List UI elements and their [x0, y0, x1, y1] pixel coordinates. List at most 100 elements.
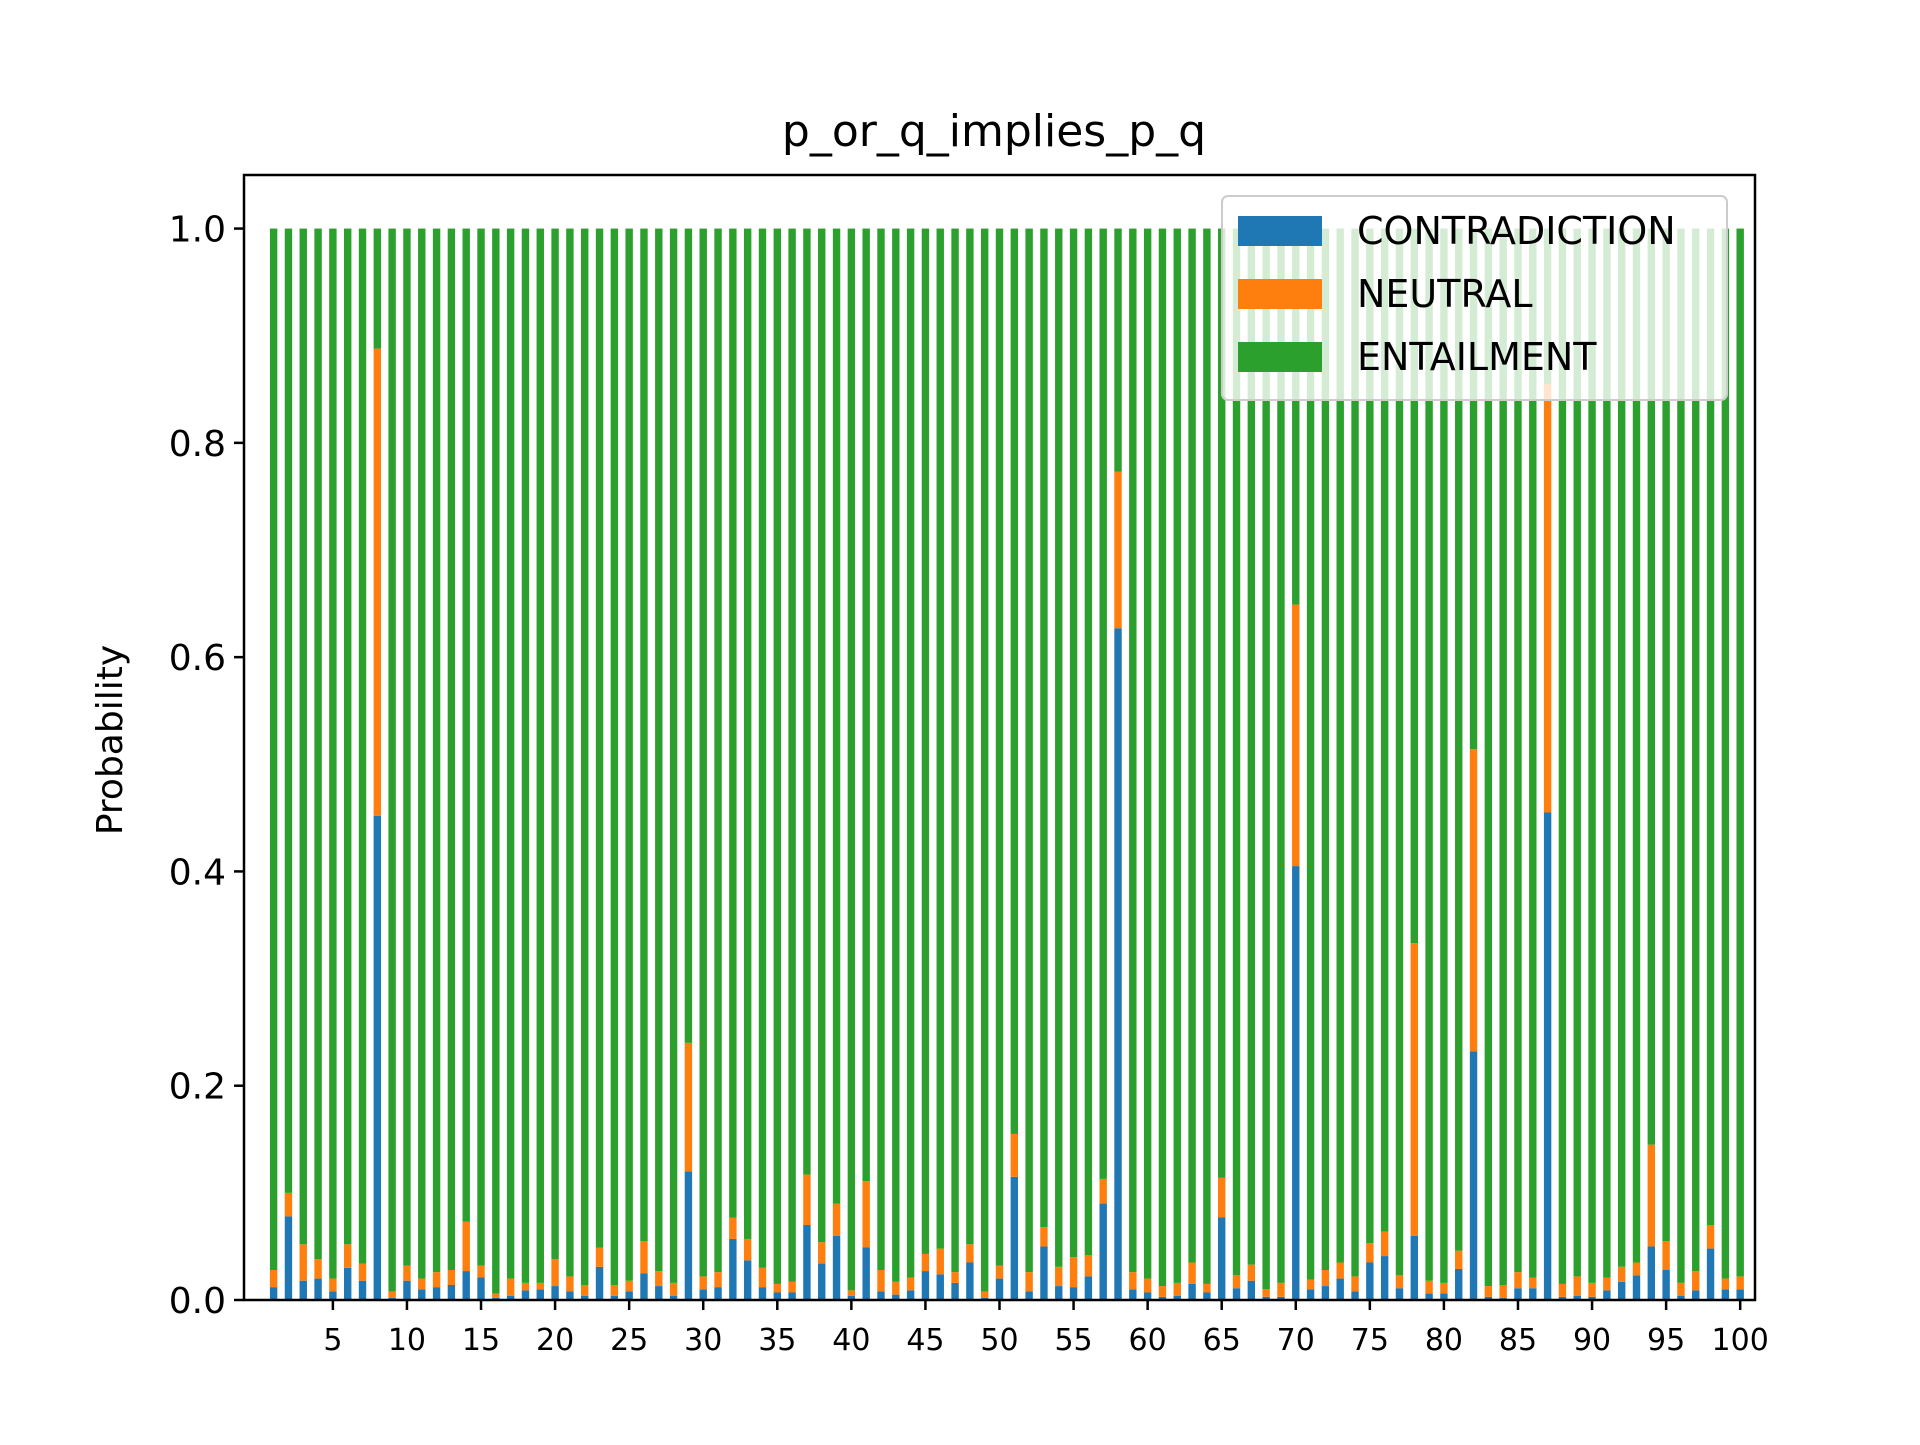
bar-entailment-35 [773, 228, 781, 1284]
bar-neutral-65 [1218, 1177, 1226, 1218]
bar-entailment-73 [1336, 228, 1344, 1263]
bar-neutral-97 [1692, 1271, 1700, 1291]
bar-entailment-97 [1692, 228, 1700, 1272]
bar-neutral-92 [1617, 1266, 1626, 1282]
bar-entailment-51 [1010, 228, 1019, 1134]
bar-contradiction-34 [758, 1287, 767, 1300]
bar-contradiction-20 [551, 1286, 559, 1300]
bar-contradiction-11 [418, 1289, 426, 1300]
bar-contradiction-8 [373, 815, 382, 1300]
bar-contradiction-56 [1084, 1276, 1093, 1300]
bar-entailment-37 [803, 228, 811, 1175]
bar-contradiction-97 [1692, 1290, 1700, 1300]
bar-contradiction-83 [1484, 1296, 1493, 1300]
bar-entailment-27 [655, 228, 663, 1272]
bar-neutral-17 [506, 1278, 515, 1296]
bar-entailment-67 [1247, 228, 1256, 1265]
x-tick-label-15: 80 [1425, 1323, 1463, 1358]
bar-entailment-30 [699, 228, 707, 1277]
bar-entailment-72 [1321, 228, 1330, 1270]
bar-contradiction-36 [788, 1292, 796, 1300]
bar-neutral-89 [1573, 1276, 1581, 1296]
bar-neutral-31 [714, 1272, 722, 1288]
bar-entailment-95 [1662, 228, 1670, 1242]
bar-neutral-60 [1143, 1278, 1152, 1293]
bar-entailment-96 [1677, 228, 1685, 1283]
bar-contradiction-26 [640, 1273, 648, 1300]
bar-entailment-99 [1721, 228, 1730, 1279]
bar-entailment-70 [1292, 228, 1300, 605]
bar-neutral-4 [314, 1259, 322, 1279]
bar-entailment-93 [1632, 228, 1641, 1263]
bar-neutral-83 [1484, 1286, 1493, 1297]
bar-neutral-5 [329, 1278, 337, 1292]
legend-swatch-neutral [1238, 279, 1322, 309]
bar-neutral-70 [1292, 604, 1300, 867]
bar-neutral-16 [492, 1293, 500, 1298]
bar-entailment-50 [995, 228, 1004, 1266]
bar-neutral-88 [1558, 1283, 1567, 1297]
bar-neutral-69 [1277, 1282, 1285, 1297]
bar-contradiction-24 [610, 1295, 619, 1300]
bar-contradiction-73 [1336, 1278, 1344, 1300]
x-tick-label-18: 95 [1647, 1323, 1685, 1358]
x-tick-label-5: 30 [684, 1323, 722, 1358]
bar-entailment-68 [1262, 228, 1270, 1290]
bar-entailment-85 [1514, 228, 1522, 1273]
bar-contradiction-88 [1558, 1296, 1567, 1300]
bar-neutral-15 [477, 1265, 485, 1278]
x-tick-label-4: 25 [610, 1323, 648, 1358]
bar-neutral-22 [581, 1285, 589, 1296]
bar-contradiction-33 [743, 1260, 752, 1300]
bar-contradiction-10 [403, 1280, 411, 1300]
bar-contradiction-98 [1706, 1248, 1715, 1300]
bar-contradiction-32 [729, 1238, 737, 1300]
bar-neutral-27 [655, 1271, 663, 1287]
bar-neutral-85 [1514, 1272, 1522, 1289]
bar-entailment-98 [1706, 228, 1715, 1225]
bar-entailment-69 [1277, 228, 1285, 1283]
bar-contradiction-47 [951, 1282, 959, 1300]
bar-contradiction-13 [447, 1285, 456, 1300]
x-tick-label-19: 100 [1712, 1323, 1769, 1358]
bar-entailment-90 [1588, 228, 1596, 1283]
bar-neutral-63 [1188, 1262, 1196, 1284]
bar-contradiction-81 [1455, 1268, 1463, 1300]
bar-entailment-19 [536, 228, 544, 1283]
bar-contradiction-100 [1736, 1289, 1744, 1300]
bar-contradiction-21 [566, 1291, 574, 1300]
bar-contradiction-79 [1425, 1293, 1433, 1300]
bar-neutral-19 [536, 1282, 544, 1290]
bar-entailment-100 [1736, 228, 1744, 1277]
bar-contradiction-39 [832, 1235, 841, 1300]
bar-entailment-3 [299, 228, 307, 1245]
bar-neutral-35 [773, 1283, 781, 1293]
bar-neutral-29 [684, 1042, 693, 1172]
bar-entailment-49 [980, 228, 989, 1292]
bar-neutral-26 [640, 1241, 648, 1274]
bar-contradiction-91 [1603, 1290, 1611, 1300]
bar-entailment-46 [936, 228, 944, 1249]
bar-contradiction-44 [906, 1290, 915, 1300]
bar-entailment-84 [1499, 228, 1507, 1285]
bar-neutral-42 [877, 1270, 885, 1292]
bar-contradiction-60 [1143, 1292, 1152, 1300]
bar-entailment-34 [758, 228, 767, 1268]
bar-contradiction-12 [432, 1287, 441, 1300]
bar-neutral-51 [1010, 1133, 1019, 1177]
bar-neutral-54 [1055, 1266, 1063, 1287]
bar-neutral-74 [1351, 1276, 1359, 1292]
legend-swatch-entailment [1238, 342, 1322, 372]
bar-entailment-89 [1573, 228, 1581, 1277]
bar-neutral-57 [1099, 1178, 1107, 1204]
bar-entailment-40 [847, 228, 856, 1291]
bar-contradiction-5 [329, 1291, 337, 1300]
bar-entailment-66 [1232, 228, 1241, 1276]
bar-contradiction-63 [1188, 1283, 1196, 1300]
bar-neutral-82 [1469, 749, 1478, 1052]
bar-contradiction-71 [1306, 1289, 1315, 1300]
bar-neutral-46 [936, 1248, 944, 1275]
bar-contradiction-18 [521, 1290, 530, 1300]
bar-contradiction-89 [1573, 1295, 1581, 1300]
